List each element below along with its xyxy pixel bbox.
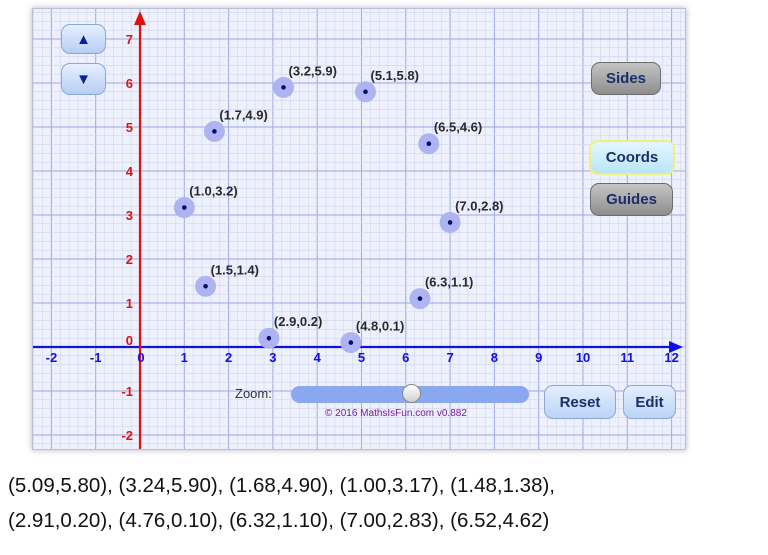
x-tick-label: -1 [90,350,102,365]
y-tick-label: 1 [126,296,133,311]
point-dot [447,220,453,225]
zoom-label: Zoom: [235,386,272,401]
point-dot [212,129,217,134]
point-dot [426,141,432,147]
x-tick-label: 3 [269,350,276,365]
point-dot [417,296,423,301]
scroll-down-button[interactable]: ▼ [61,63,106,95]
graph-point[interactable]: (7.0,2.8) [439,198,504,233]
copyright-text: © 2016 MathsIsFun.com v0.882 [325,408,467,419]
point-dot [363,89,368,95]
graph-point[interactable]: (1.0,3.2) [173,184,238,219]
y-tick-label: 6 [126,76,133,91]
x-tick-label: 10 [576,350,590,365]
sides-button[interactable]: Sides [591,62,661,95]
point-coordinate-label: (6.3,1.1) [425,275,473,290]
graph-point[interactable]: (6.5,4.6) [418,120,482,155]
x-tick-label: 0 [137,350,144,365]
y-tick-label: -1 [121,384,133,399]
point-coordinate-label: (1.0,3.2) [189,184,237,199]
down-arrow-icon: ▼ [76,70,91,88]
x-tick-label: 4 [314,350,322,365]
guides-button[interactable]: Guides [590,183,673,216]
coordinate-list-line: (2.91,0.20), (4.76,0.10), (6.32,1.10), (… [8,509,550,532]
up-arrow-icon: ▲ [76,30,91,48]
x-tick-label: 11 [620,350,634,365]
x-axis-arrow-icon [669,341,683,353]
x-tick-label: 5 [358,350,365,365]
y-tick-label: 7 [126,32,133,47]
zoom-slider-thumb[interactable] [401,384,421,403]
point-coordinate-label: (5.1,5.8) [370,68,418,83]
point-coordinate-label: (1.7,4.9) [219,107,267,122]
y-tick-label: 0 [126,333,133,348]
y-tick-label: 3 [126,208,133,223]
point-dot [203,283,208,289]
point-dot [266,335,272,341]
graph-point[interactable]: (1.7,4.9) [203,107,268,142]
points[interactable]: (5.1,5.8) (3.2,5.9) (1.7,4.9) (1.0,3.2) (1.5… [173,63,504,354]
point-coordinate-label: (7.0,2.8) [455,198,503,213]
y-axis-arrow-icon [134,11,146,25]
x-tick-label: -2 [46,350,58,365]
graph-point[interactable]: (1.5,1.4) [195,262,259,297]
x-tick-label: 1 [181,350,188,365]
y-tick-label: -2 [121,428,133,443]
point-coordinate-label: (1.5,1.4) [211,262,259,277]
graph-point[interactable]: (4.8,0.1) [340,319,404,354]
point-coordinate-label: (3.2,5.9) [289,63,337,78]
x-tick-label: 12 [664,350,678,365]
point-dot [281,85,286,90]
zoom-slider-track[interactable] [291,384,529,403]
point-dot [182,205,187,210]
y-tick-label: 2 [126,252,133,267]
point-dot [348,340,354,345]
point-coordinate-label: (6.5,4.6) [434,120,482,135]
scroll-up-button[interactable]: ▲ [61,24,106,54]
edit-button[interactable]: Edit [623,385,676,419]
x-tick-label: 6 [402,350,409,365]
coordinate-list: (5.09,5.80), (3.24,5.90), (1.68,4.90), (… [8,468,758,538]
graph-point[interactable]: (2.9,0.2) [258,314,322,349]
point-coordinate-label: (4.8,0.1) [356,319,404,334]
y-tick-label: 5 [126,120,133,135]
x-tick-label: 7 [446,350,453,365]
graph-point[interactable]: (5.1,5.8) [354,68,419,103]
x-tick-label: 9 [535,350,542,365]
x-tick-label: 8 [491,350,498,365]
point-coordinate-label: (2.9,0.2) [274,314,322,329]
y-tick-label: 4 [126,164,134,179]
x-tick-label: 2 [225,350,232,365]
graph-point[interactable]: (3.2,5.9) [273,63,337,98]
coords-button[interactable]: Coords [589,140,675,175]
graph-point[interactable]: (6.3,1.1) [409,275,473,310]
reset-button[interactable]: Reset [544,385,616,419]
graph-panel[interactable]: -2 -1 0 1 2 3 4 5 6 7 8 9 10 11 12 -2 -1 1 2 3 4 5 6 7 0 (5.1,5.… [32,8,686,450]
coordinate-list-line: (5.09,5.80), (3.24,5.90), (1.68,4.90), (… [8,474,555,497]
